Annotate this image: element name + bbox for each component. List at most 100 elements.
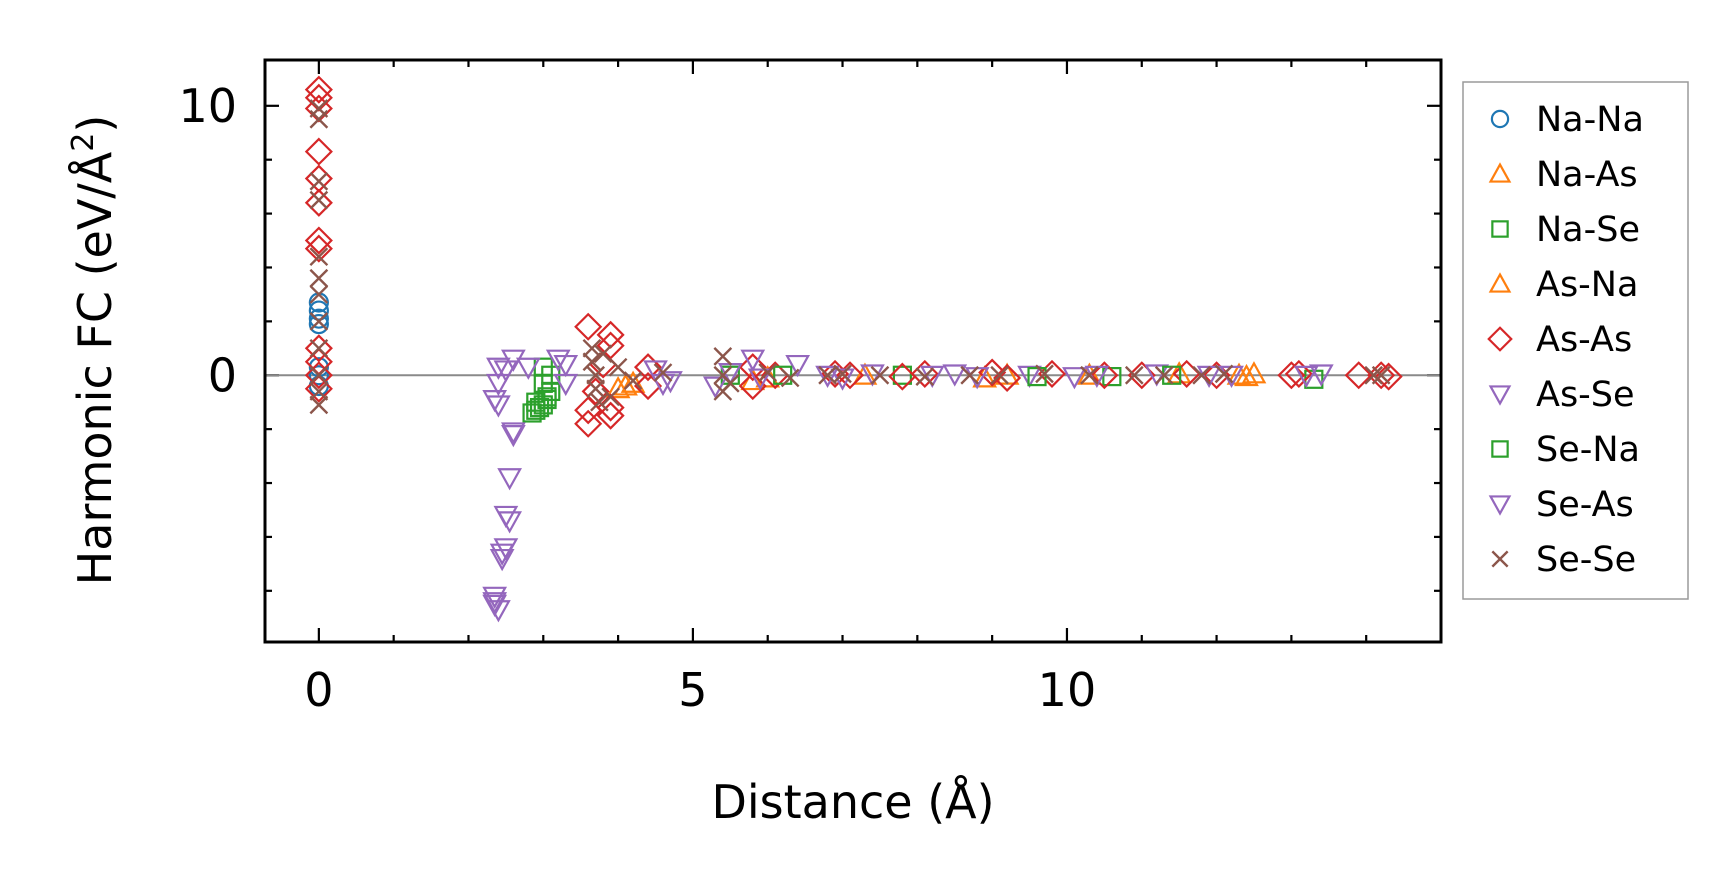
data-point <box>1241 361 1267 384</box>
data-point <box>304 94 333 123</box>
data-point <box>586 365 606 385</box>
data-point <box>1367 361 1396 390</box>
data-point <box>1124 365 1144 385</box>
legend-marker <box>1487 326 1513 352</box>
data-point <box>1035 364 1054 384</box>
data-point <box>309 382 329 401</box>
data-point <box>582 352 602 372</box>
data-point <box>304 188 333 217</box>
legend-label: Se-As <box>1536 485 1634 525</box>
svg-text:Harmonic FC (eV/Å2): Harmonic FC (eV/Å2) <box>66 115 122 586</box>
data-point <box>1214 364 1234 384</box>
legend-marker <box>1491 440 1509 458</box>
data-point <box>1077 362 1102 385</box>
data-point <box>785 354 811 378</box>
data-point <box>582 338 602 358</box>
data-point <box>1371 365 1391 385</box>
data-point <box>482 592 508 615</box>
data-point <box>537 387 557 407</box>
axis-ticks: 0 5 10 0 10 <box>178 60 1443 717</box>
data-point <box>304 334 333 363</box>
data-point <box>1062 367 1087 390</box>
data-point <box>888 362 917 391</box>
legend-marker <box>1488 385 1512 406</box>
data-point <box>702 376 728 399</box>
data-point <box>1202 361 1231 390</box>
data-point <box>574 312 603 341</box>
data-point <box>1102 366 1122 387</box>
legend-marker <box>1488 272 1512 293</box>
data-point <box>1080 365 1099 385</box>
data-point <box>493 505 519 529</box>
data-point <box>482 390 508 413</box>
data-point <box>1364 365 1384 385</box>
y-axis-label: Harmonic FC (eV/Å2) <box>66 115 122 586</box>
data-point <box>915 367 935 386</box>
data-point <box>497 511 522 534</box>
data-point <box>1344 361 1373 390</box>
data-point <box>493 360 519 383</box>
legend-label: As-Se <box>1536 375 1635 415</box>
data-point <box>304 137 333 166</box>
data-point <box>852 362 878 385</box>
legend: Na-Na Na-As Na-Se As-Na As-As As-Se Se-Na Se-As… <box>1462 81 1689 600</box>
data-point <box>581 377 610 406</box>
data-point <box>308 313 329 335</box>
legend-label: Se-Na <box>1536 430 1640 470</box>
data-point <box>500 425 526 448</box>
x-axis-label: Distance (Å) <box>711 775 994 829</box>
data-point <box>515 357 541 380</box>
data-point <box>304 164 333 193</box>
x-tick-label: 0 <box>304 663 333 717</box>
data-point <box>758 363 778 382</box>
legend-label: Na-Se <box>1536 210 1640 250</box>
data-point <box>623 371 643 390</box>
data-point <box>1284 359 1313 388</box>
y-axis-label-superscript: 2 <box>66 133 101 152</box>
data-point <box>593 344 613 364</box>
data-point <box>972 365 998 388</box>
data-point <box>835 361 865 390</box>
y-tick-label: 0 <box>208 348 237 402</box>
legend-marker <box>1488 162 1512 183</box>
data-point <box>309 171 329 191</box>
data-point <box>605 375 631 399</box>
y-axis-label-main: Harmonic FC (eV/Å <box>68 151 122 585</box>
data-point <box>1192 365 1211 385</box>
data-point <box>526 392 546 412</box>
data-point <box>990 365 1009 385</box>
data-point <box>304 226 333 255</box>
data-point <box>1090 361 1119 390</box>
data-point <box>738 353 767 382</box>
data-point <box>545 349 571 372</box>
data-point <box>860 364 885 387</box>
data-point <box>482 586 508 609</box>
plot-frame <box>263 58 1443 644</box>
data-point <box>486 373 511 397</box>
data-point <box>1154 365 1174 385</box>
data-point <box>960 365 980 385</box>
data-point <box>633 353 663 382</box>
data-point <box>309 109 329 129</box>
legend-label: Na-As <box>1536 155 1638 195</box>
data-point <box>818 365 837 385</box>
data-point <box>309 365 329 385</box>
legend-label: Se-Se <box>1536 540 1636 580</box>
data-point <box>608 357 628 377</box>
data-point <box>308 308 329 329</box>
data-point <box>833 364 852 384</box>
data-point <box>738 371 767 401</box>
data-point <box>486 395 511 418</box>
data-point <box>892 365 912 385</box>
data-point <box>942 364 968 387</box>
data-points <box>304 75 1403 623</box>
data-point <box>309 247 329 267</box>
legend-marker <box>1491 220 1509 238</box>
data-point <box>489 548 515 572</box>
data-point <box>574 409 603 438</box>
legend-marker <box>1491 550 1509 568</box>
legend-label: As-As <box>1536 320 1632 360</box>
data-point <box>590 392 609 412</box>
data-point <box>720 373 740 393</box>
x-tick-label: 10 <box>1038 663 1097 717</box>
